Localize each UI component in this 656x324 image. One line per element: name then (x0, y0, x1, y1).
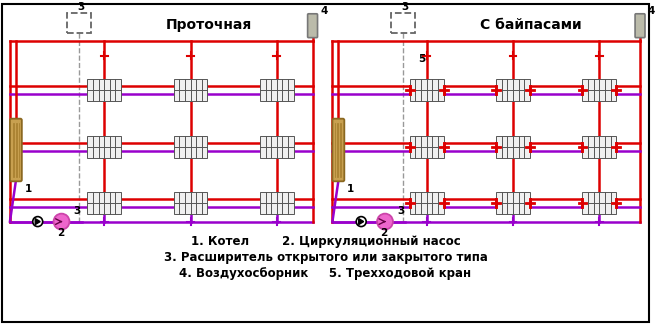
Text: 3: 3 (398, 206, 405, 216)
Bar (410, 79, 443, 101)
Circle shape (356, 217, 366, 226)
Text: Проточная: Проточная (165, 18, 251, 32)
FancyBboxPatch shape (10, 119, 22, 181)
Bar (87, 79, 121, 101)
Circle shape (54, 214, 70, 229)
Bar (391, 13, 415, 33)
Bar (260, 79, 294, 101)
Bar (583, 192, 616, 214)
Text: 3. Расширитель открытого или закрытого типа: 3. Расширитель открытого или закрытого т… (163, 251, 487, 264)
Bar (410, 136, 443, 158)
Bar (410, 192, 443, 214)
Bar (87, 136, 121, 158)
Text: 3: 3 (78, 2, 85, 12)
FancyBboxPatch shape (308, 14, 318, 38)
Bar (583, 79, 616, 101)
Text: 1: 1 (25, 184, 32, 194)
Text: 4. Воздухосборник     5. Трехходовой кран: 4. Воздухосборник 5. Трехходовой кран (179, 267, 472, 280)
Bar (87, 192, 121, 214)
Text: 2: 2 (57, 227, 64, 237)
Bar (260, 136, 294, 158)
Text: 1. Котел        2. Циркуляционный насос: 1. Котел 2. Циркуляционный насос (191, 235, 461, 248)
Text: 4: 4 (321, 6, 328, 16)
FancyBboxPatch shape (635, 14, 645, 38)
Bar (496, 79, 530, 101)
Bar (496, 136, 530, 158)
Bar (260, 192, 294, 214)
Text: 1: 1 (347, 184, 354, 194)
Text: 5: 5 (418, 54, 425, 64)
Polygon shape (359, 219, 363, 225)
Text: 4: 4 (648, 6, 655, 16)
Text: 3: 3 (73, 206, 81, 216)
Polygon shape (35, 219, 40, 225)
Bar (174, 192, 207, 214)
Text: 3: 3 (401, 2, 409, 12)
Circle shape (33, 217, 43, 226)
Bar (174, 79, 207, 101)
Bar (174, 136, 207, 158)
FancyBboxPatch shape (333, 119, 344, 181)
Bar (496, 192, 530, 214)
Text: 2: 2 (380, 227, 388, 237)
Bar (583, 136, 616, 158)
Bar (68, 13, 91, 33)
Circle shape (377, 214, 393, 229)
Text: С байпасами: С байпасами (480, 18, 582, 32)
